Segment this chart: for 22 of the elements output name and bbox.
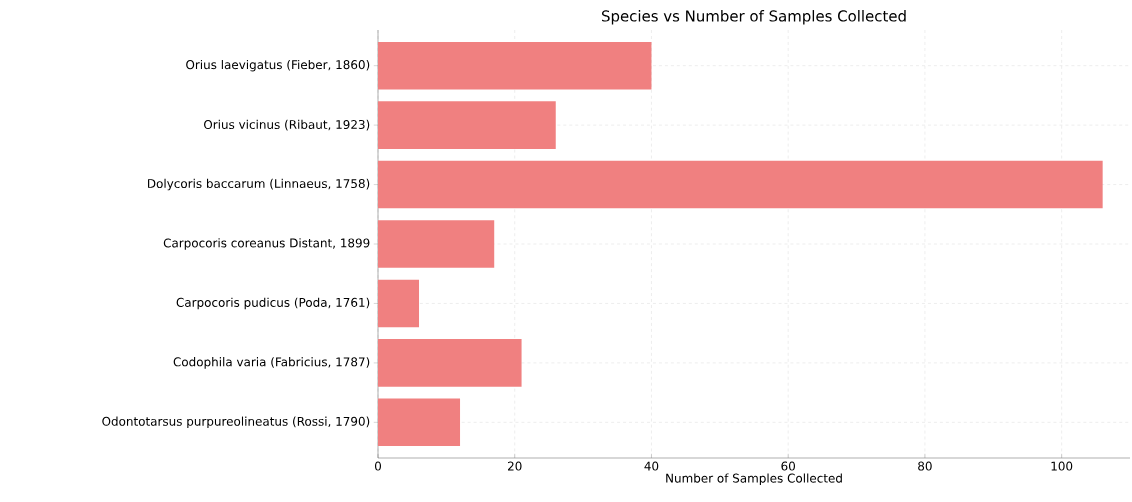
y-tick-label: Orius laevigatus (Fieber, 1860): [186, 59, 370, 72]
y-tick-label: Orius vicinus (Ribaut, 1923): [204, 119, 370, 131]
bar: [378, 41, 652, 90]
bar: [378, 101, 556, 149]
chart-title: Species vs Number of Samples Collected: [602, 10, 906, 25]
x-tick-label: 40: [644, 461, 659, 471]
y-tick-label: Dolycoris baccarum (Linnaeus, 1758): [148, 178, 370, 191]
x-tick-label: 60: [781, 461, 795, 471]
x-tick-label: 100: [1051, 461, 1073, 471]
x-tick-label: 0: [374, 461, 382, 471]
y-tick-label: Carpocoris coreanus Distant, 1899: [163, 238, 370, 250]
y-tick-label: Codophila varia (Fabricius, 1787): [173, 357, 370, 369]
bar: [378, 160, 1103, 209]
y-tick-label: Carpocoris pudicus (Poda, 1761): [176, 297, 370, 310]
y-tick-label: Odontotarsus purpureolineatus (Rossi, 1790): [102, 416, 370, 429]
x-axis-title: Number of Samples Collected: [666, 473, 842, 485]
x-tick-label: 20: [508, 461, 522, 471]
x-tick-label: 80: [918, 461, 932, 471]
bar: [378, 398, 461, 447]
bar: [378, 339, 522, 387]
bar: [378, 279, 420, 328]
bar: [378, 220, 495, 268]
